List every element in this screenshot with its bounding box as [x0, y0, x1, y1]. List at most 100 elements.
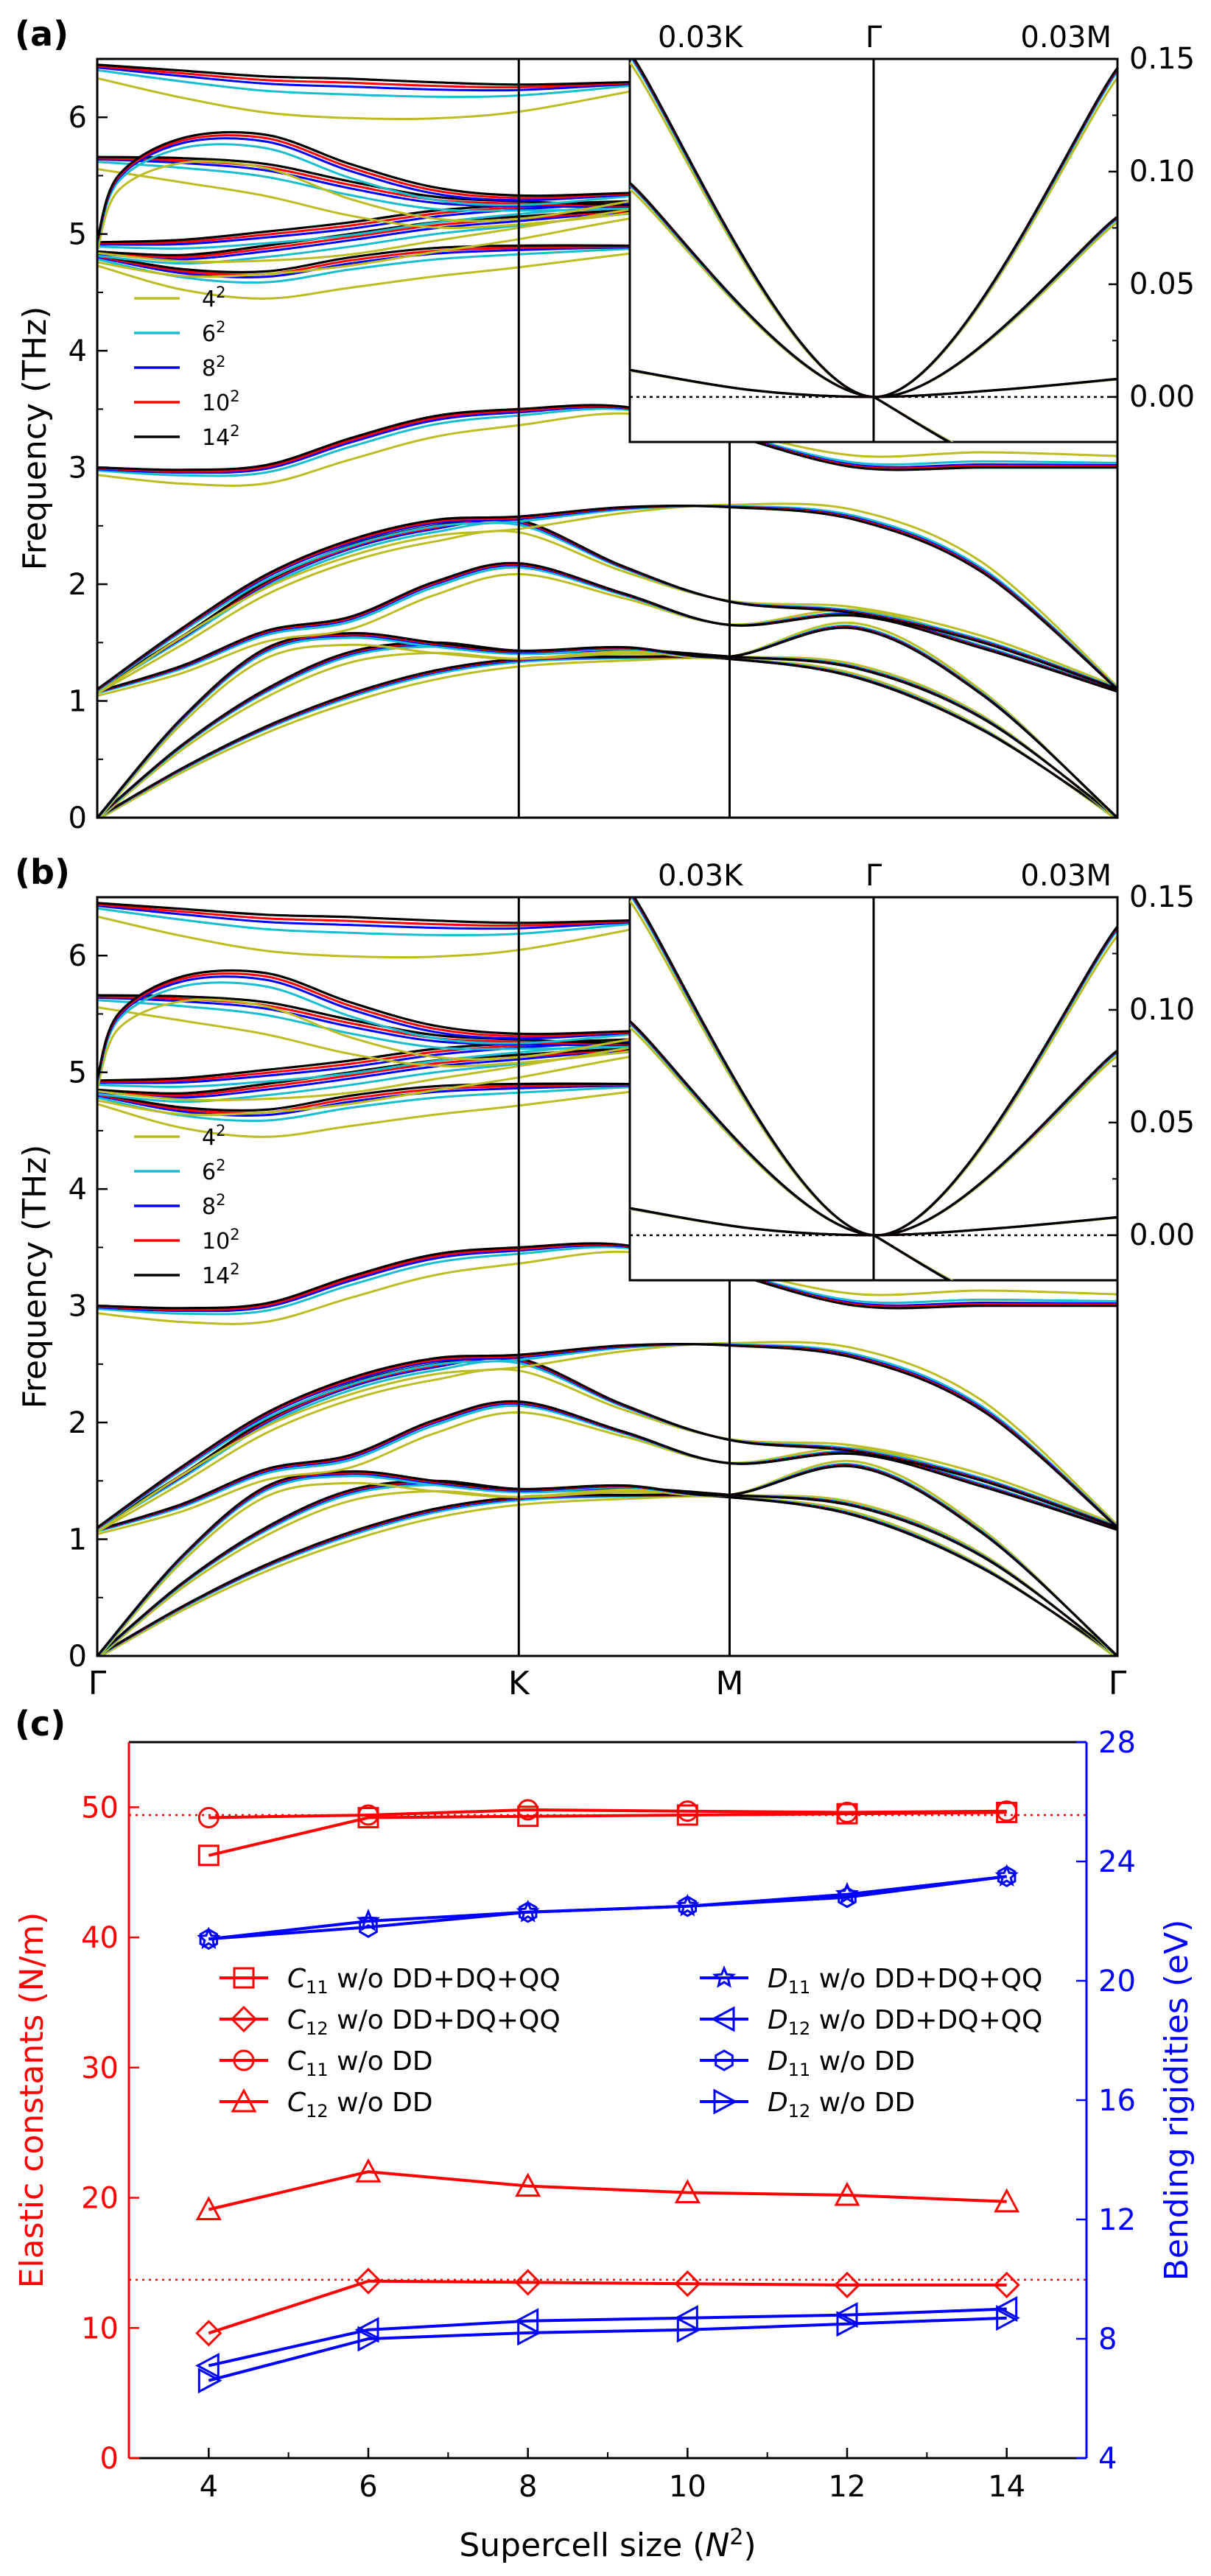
c-legend-marker-7 [713, 2088, 738, 2115]
a-band-b12-n4 [97, 130, 730, 241]
c-xlabel: Supercell size (N2) [459, 2524, 756, 2564]
a-band-b12-n3 [97, 134, 730, 242]
c-series-7-point-2 [517, 2320, 541, 2346]
a-band-b7-n4 [97, 404, 1117, 471]
b-band-b3-n0 [97, 1459, 1117, 1656]
c-series-7-point-1 [357, 2326, 382, 2352]
b-band-b8-n4 [97, 1082, 730, 1112]
a-band-b3-n0 [97, 621, 1117, 818]
b-inset-left-label: 0.03K [658, 859, 744, 893]
a-band-b8-n4 [97, 244, 730, 274]
c-legend-marker-1 [230, 2005, 258, 2033]
a-band-b10-n4 [97, 197, 730, 244]
a-inset-band-s4-n4 [873, 396, 952, 442]
c-legend-marker-4 [712, 1965, 737, 1988]
a-band-b8-n1 [97, 244, 730, 284]
c-ytick-right-label-6: 28 [1098, 1726, 1136, 1760]
c-series-2-point-3 [676, 1800, 698, 1822]
b-band-b4-n4 [97, 1400, 1117, 1531]
c-xtick-label-5: 14 [988, 2470, 1025, 2504]
c-series-5-point-1 [354, 2317, 379, 2343]
b-band-b13-n4 [97, 902, 730, 924]
c-series-5-point-4 [833, 2302, 858, 2328]
c-series-7-point-3 [676, 2317, 701, 2343]
a-band-b12-n1 [97, 143, 730, 245]
c-series-6-point-0 [199, 1928, 219, 1951]
c-series-2-point-0 [197, 1807, 220, 1829]
a-legend-label-0: 42 [202, 284, 225, 312]
a-tag: (a) [15, 14, 69, 54]
c-series-1-point-3 [674, 2270, 701, 2298]
c-series-7-point-0 [197, 2368, 222, 2394]
c-series-1-point-4 [833, 2271, 861, 2299]
c-series-2-point-1 [357, 1804, 379, 1826]
b-xlabel-0: Γ [88, 1665, 107, 1702]
b-band-b7-n0 [97, 1250, 1117, 1325]
c-series-3-point-2 [515, 2172, 541, 2197]
c-legend-marker-6 [715, 2049, 734, 2071]
panel-a: 0.00 0.05 0.10 0.15 0.03K Γ 0.03M 0 1 2 3 4 5 6 Freque… [15, 14, 1195, 835]
b-band-b8-n0 [97, 1078, 730, 1138]
b-ytick-label-2: 2 [69, 1406, 87, 1440]
c-series-2-point-2 [517, 1799, 539, 1821]
b-inset-ytick-label-2: 0.10 [1129, 993, 1195, 1027]
a-band-b13-n1 [97, 69, 730, 98]
b-band-b2-n2 [97, 1481, 1117, 1656]
a-band-b13-n4 [97, 63, 730, 86]
b-inset-ytick-label-1: 0.05 [1129, 1106, 1195, 1140]
b-ytick-label-3: 3 [69, 1290, 87, 1324]
c-series-line-2 [208, 1808, 1007, 1819]
c-series-3-point-4 [834, 2181, 860, 2206]
a-ylabel: Frequency (THz) [16, 306, 54, 571]
a-band-b10-n0 [97, 191, 730, 264]
a-inset-ytick-label-0: 0.00 [1129, 380, 1195, 414]
b-band-b7-n4 [97, 1242, 1117, 1310]
a-legend-label-1: 62 [202, 318, 225, 347]
b-band-b2-n4 [97, 1479, 1117, 1656]
c-tag: (c) [15, 1704, 66, 1744]
b-inset-band-s4-n4 [873, 1234, 952, 1280]
b-band-b8-n1 [97, 1082, 730, 1123]
c-xtick-label-3: 10 [669, 2470, 706, 2504]
b-frame [96, 896, 1119, 1657]
b-band-b9-n0 [97, 1041, 730, 1117]
a-band-b7-n1 [97, 407, 1117, 477]
c-series-7-point-4 [836, 2311, 861, 2337]
b-ytick-label-1: 1 [69, 1523, 87, 1557]
c-series-4-point-2 [516, 1899, 540, 1923]
c-series-4-point-0 [197, 1926, 221, 1949]
a-ytick-label-6: 6 [69, 101, 87, 135]
c-series-7-point-5 [996, 2305, 1020, 2331]
c-series-5-point-0 [195, 2352, 220, 2379]
c-series-line-3 [208, 2170, 1007, 2211]
panel-c: (c) 4 6 8 10 12 14 0 10 20 30 40 50 4 8 12 16 20 24 28 Elast… [13, 1704, 1196, 2564]
c-series-6-point-2 [518, 1901, 538, 1923]
b-band-b13-n2 [97, 905, 730, 930]
c-legend-marker-3 [231, 2088, 257, 2113]
b-band-b7-n1 [97, 1246, 1117, 1316]
b-band-b12-n3 [97, 972, 730, 1080]
a-ytick-label-2: 2 [69, 568, 87, 602]
a-bands [97, 63, 1117, 818]
b-band-b12-n1 [97, 981, 730, 1083]
b-band-b12-n2 [97, 975, 730, 1081]
b-band-b11-n4 [97, 994, 730, 1045]
c-legend-marker-2 [233, 2049, 255, 2071]
b-band-b10-n4 [97, 1036, 730, 1082]
a-inset-ytick-label-2: 0.10 [1129, 155, 1195, 189]
a-band-b5-n2 [97, 519, 1117, 692]
a-band-b11-n4 [97, 155, 730, 207]
c-series-3-point-3 [674, 2179, 701, 2203]
b-inset-ytick-label-0: 0.00 [1129, 1218, 1195, 1252]
a-band-b5-n0 [97, 530, 1117, 695]
c-ytick-label-4: 40 [81, 1921, 119, 1955]
a-inset-left-label: 0.03K [658, 21, 744, 55]
b-band-b13-n0 [97, 908, 730, 959]
b-band-b5-n4 [97, 1354, 1117, 1529]
b-inset-right-label: 0.03M [1020, 859, 1112, 893]
b-band-b6-n1 [97, 1343, 1117, 1531]
c-ytick-right-label-1: 8 [1098, 2323, 1117, 2356]
c-series-5-point-5 [993, 2295, 1018, 2323]
a-band-b4-n4 [97, 561, 1117, 693]
c-legend-label-3: C12 w/o DD [287, 2088, 433, 2121]
